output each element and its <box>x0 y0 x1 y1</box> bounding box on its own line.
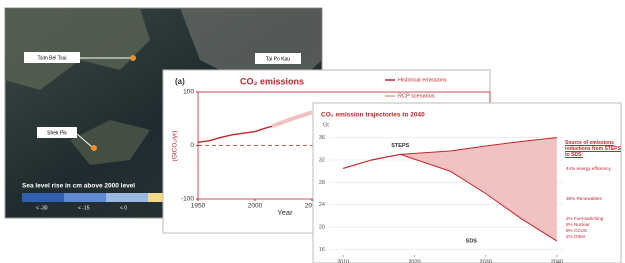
y-tick-label: 24 <box>319 202 325 208</box>
y-tick-label: 28 <box>319 180 325 186</box>
annotation: 2% Other <box>566 234 586 239</box>
x-tick-label: 2000 <box>248 203 263 210</box>
y-unit: Gt <box>323 122 329 128</box>
legend-title: Sea level rise in cm above 2000 level <box>22 183 135 190</box>
y-tick-label: 20 <box>319 224 325 230</box>
x-tick-label: 2040 <box>551 259 563 263</box>
legend-bin: < 0 <box>120 205 127 211</box>
x-tick-label: 2030 <box>480 259 492 263</box>
x-tick-label: 2010 <box>337 259 349 263</box>
legend-label: Historical emissions <box>398 77 447 83</box>
y-tick-label: 100 <box>183 89 194 96</box>
y-tick-label: 0 <box>190 142 194 149</box>
annotation: 8% Nuclear <box>566 222 590 227</box>
annotation-box: Source of emissions reductions from STEP… <box>565 140 621 164</box>
series-label: STEPS <box>391 143 409 149</box>
annotation: 9% CCUS <box>566 228 587 233</box>
y-tick-label: 36 <box>319 135 325 141</box>
legend-swatch <box>106 193 148 202</box>
series-label: SDS <box>466 238 478 244</box>
place-dot <box>130 55 136 61</box>
annotation: 44% energy efficiency <box>566 166 612 171</box>
legend-bin: < -15 <box>78 205 90 211</box>
panel-label: (a) <box>175 77 185 86</box>
legend-bin: < -30 <box>36 205 48 211</box>
legend-swatch <box>22 193 64 202</box>
legend-swatch <box>64 193 106 202</box>
x-tick-label: 1950 <box>191 203 206 210</box>
legend-label: RCP scenarios <box>398 93 435 99</box>
x-tick-label: 2020 <box>408 259 420 263</box>
place-dot <box>91 145 97 151</box>
collage: Tsim Bei Tsui Tai Po Kau Shek Pik Sea le… <box>0 0 625 263</box>
chart-b-panel: CO₂ emission trajectories to 2040 Gt 16 2… <box>313 103 621 263</box>
place-label: Tsim Bei Tsui <box>37 55 66 61</box>
chart-title: CO₂ emissions <box>240 76 304 86</box>
annotation: 36% Renewables <box>566 196 602 201</box>
annotation: 2% Fuel-switching <box>566 216 604 221</box>
annotation: Source of emissions reductions from STEP… <box>565 140 621 158</box>
chart-title: CO₂ emission trajectories to 2040 <box>321 112 425 119</box>
y-tick-label: 16 <box>319 247 325 253</box>
y-tick-label: 32 <box>319 157 325 163</box>
y-axis-label: (GtCO₂/yr) <box>172 131 179 162</box>
y-tick-label: -100 <box>181 196 194 203</box>
x-axis-label: Year <box>277 208 293 217</box>
place-label: Shek Pik <box>47 130 67 136</box>
place-label: Tai Po Kau <box>266 56 290 62</box>
